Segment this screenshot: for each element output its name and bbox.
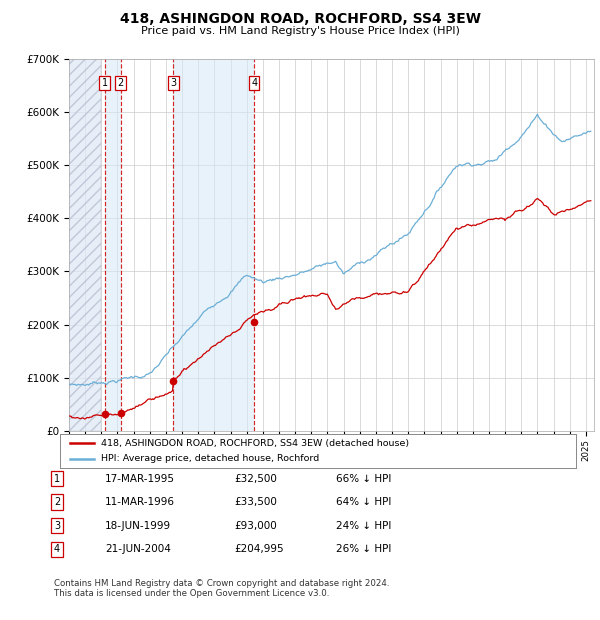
Text: 21-JUN-2004: 21-JUN-2004	[105, 544, 171, 554]
Text: 3: 3	[54, 521, 60, 531]
Text: Contains HM Land Registry data © Crown copyright and database right 2024.
This d: Contains HM Land Registry data © Crown c…	[54, 579, 389, 598]
Text: 2: 2	[54, 497, 60, 507]
Text: 4: 4	[251, 78, 257, 88]
Text: 1: 1	[54, 474, 60, 484]
Text: £93,000: £93,000	[234, 521, 277, 531]
Text: HPI: Average price, detached house, Rochford: HPI: Average price, detached house, Roch…	[101, 454, 320, 463]
Text: 11-MAR-1996: 11-MAR-1996	[105, 497, 175, 507]
Text: 24% ↓ HPI: 24% ↓ HPI	[336, 521, 391, 531]
Bar	[104, 59, 121, 431]
Text: 18-JUN-1999: 18-JUN-1999	[105, 521, 171, 531]
Text: Price paid vs. HM Land Registry's House Price Index (HPI): Price paid vs. HM Land Registry's House …	[140, 26, 460, 36]
Text: 26% ↓ HPI: 26% ↓ HPI	[336, 544, 391, 554]
Text: 418, ASHINGDON ROAD, ROCHFORD, SS4 3EW (detached house): 418, ASHINGDON ROAD, ROCHFORD, SS4 3EW (…	[101, 439, 409, 448]
Text: £33,500: £33,500	[234, 497, 277, 507]
Text: £204,995: £204,995	[234, 544, 284, 554]
Text: 4: 4	[54, 544, 60, 554]
Bar	[69, 59, 101, 431]
Text: 418, ASHINGDON ROAD, ROCHFORD, SS4 3EW: 418, ASHINGDON ROAD, ROCHFORD, SS4 3EW	[119, 12, 481, 27]
Bar	[173, 59, 254, 431]
Text: 3: 3	[170, 78, 176, 88]
Text: £32,500: £32,500	[234, 474, 277, 484]
Text: 1: 1	[101, 78, 108, 88]
Text: 66% ↓ HPI: 66% ↓ HPI	[336, 474, 391, 484]
Text: 2: 2	[118, 78, 124, 88]
Text: 17-MAR-1995: 17-MAR-1995	[105, 474, 175, 484]
Text: 64% ↓ HPI: 64% ↓ HPI	[336, 497, 391, 507]
